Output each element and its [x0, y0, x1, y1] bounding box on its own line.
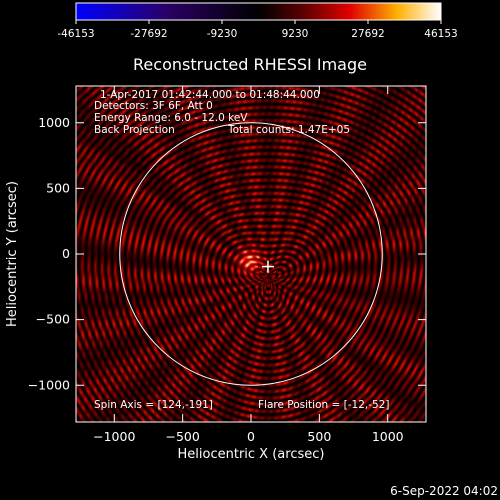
- colorbar: -46153 -27692 -9230 9230 27692 46153: [57, 2, 458, 40]
- colorbar-gradient: [75, 2, 442, 21]
- colorbar-tick-label: -46153: [57, 28, 94, 40]
- x-tick-label: 500: [307, 429, 331, 444]
- flare-position-marker: [261, 260, 274, 273]
- y-tick-label: 0: [62, 246, 70, 261]
- y-axis-label: Heliocentric Y (arcsec): [5, 181, 20, 327]
- x-axis-label: Heliocentric X (arcsec): [178, 447, 325, 462]
- x-tick-label: −500: [165, 429, 199, 444]
- colorbar-tick-label: -27692: [130, 28, 167, 40]
- colorbar-tick-label: 27692: [351, 28, 384, 40]
- date-stamp: 6-Sep-2022 04:02: [390, 484, 498, 498]
- annotation-energy: Energy Range: 6.0 - 12.0 keV: [94, 112, 248, 124]
- chart-title: Reconstructed RHESSI Image: [133, 55, 367, 74]
- y-tick-label: −500: [36, 312, 70, 327]
- y-tick-label: 500: [46, 180, 70, 195]
- y-axis: −1000 −500 0 500 1000: [28, 115, 426, 392]
- annotation-spin-axis: Spin Axis = [124,-191]: [94, 399, 213, 411]
- solar-limb-circle: [119, 122, 383, 386]
- x-tick-label: 1000: [372, 429, 404, 444]
- heatmap-image: [76, 86, 426, 422]
- y-tick-label: 1000: [38, 115, 70, 130]
- annotation-flare-position: Flare Position = [-12,-52]: [258, 399, 389, 411]
- x-tick-label: 0: [247, 429, 255, 444]
- annotations: 1-Apr-2017 01:42:44.000 to 01:48:44.000 …: [94, 89, 389, 411]
- x-tick-label: −1000: [93, 429, 135, 444]
- heatmap-raster: [76, 86, 426, 422]
- annotation-total-counts: Total counts: 1.47E+05: [227, 124, 350, 136]
- colorbar-tick-label: 46153: [424, 28, 457, 40]
- annotation-method: Back Projection: [94, 124, 175, 136]
- colorbar-ticks: -46153 -27692 -9230 9230 27692 46153: [57, 20, 458, 40]
- colorbar-tick-label: -9230: [207, 28, 238, 40]
- x-axis: −1000 −500 0 500 1000: [93, 86, 404, 444]
- annotation-detectors: Detectors: 3F 6F, Att 0: [94, 100, 213, 112]
- colorbar-tick-label: 9230: [282, 28, 309, 40]
- y-tick-label: −1000: [28, 377, 70, 392]
- annotation-time-range: 1-Apr-2017 01:42:44.000 to 01:48:44.000: [100, 89, 320, 101]
